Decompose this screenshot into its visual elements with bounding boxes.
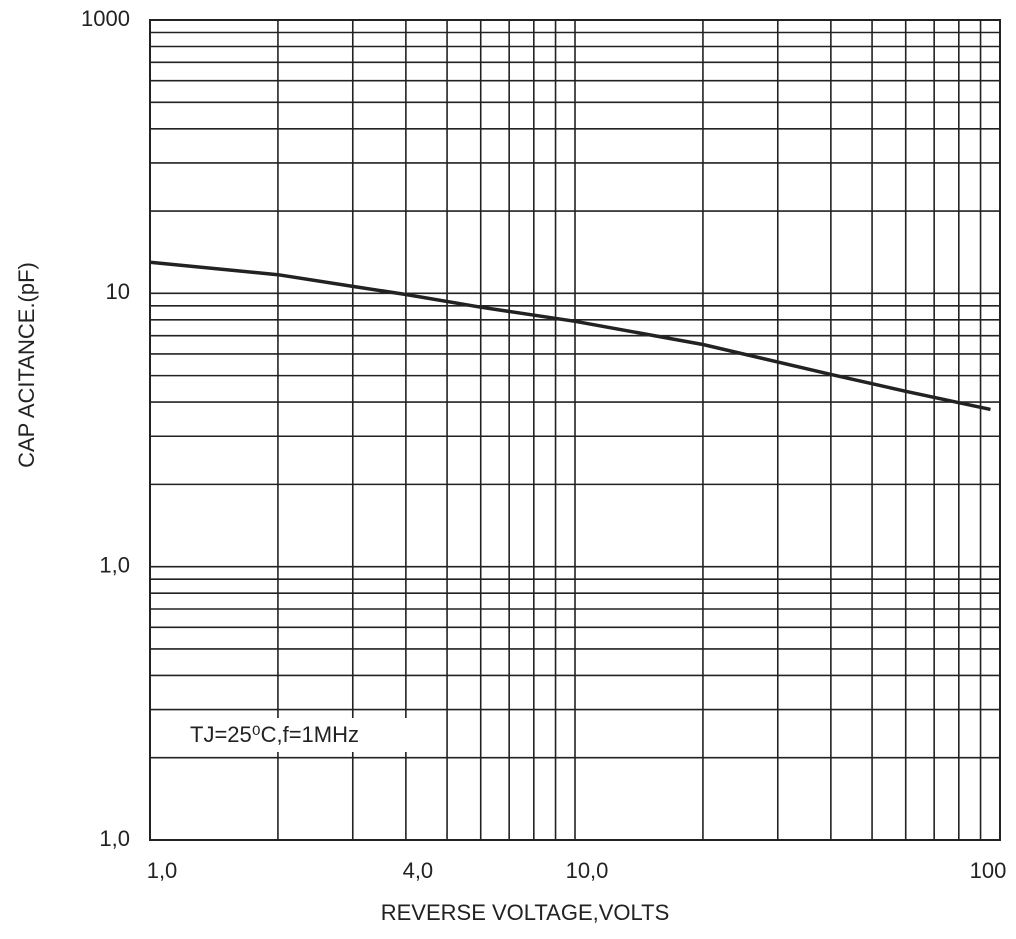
y-tick-label: 1,0 [99, 826, 130, 851]
grid [149, 19, 1001, 841]
x-tick-label: 100 [970, 858, 1007, 883]
annotation: TJ=25⁰C,f=1MHz [190, 722, 359, 747]
x-tick-label: 4,0 [403, 858, 434, 883]
annotation-bg [184, 718, 420, 752]
y-tick-label: 1000 [81, 6, 130, 31]
plot-frame [149, 19, 1001, 841]
marks [149, 260, 991, 412]
x-axis-label: REVERSE VOLTAGE,VOLTS [381, 900, 670, 925]
curve [149, 260, 991, 412]
x-tick-label: 1,0 [147, 858, 178, 883]
y-tick-label: 1,0 [99, 552, 130, 577]
y-tick-label: 10 [106, 279, 130, 304]
x-tick-label: 10,0 [566, 858, 609, 883]
y-axis-label: CAP ACITANCE.(pF) [14, 262, 39, 468]
